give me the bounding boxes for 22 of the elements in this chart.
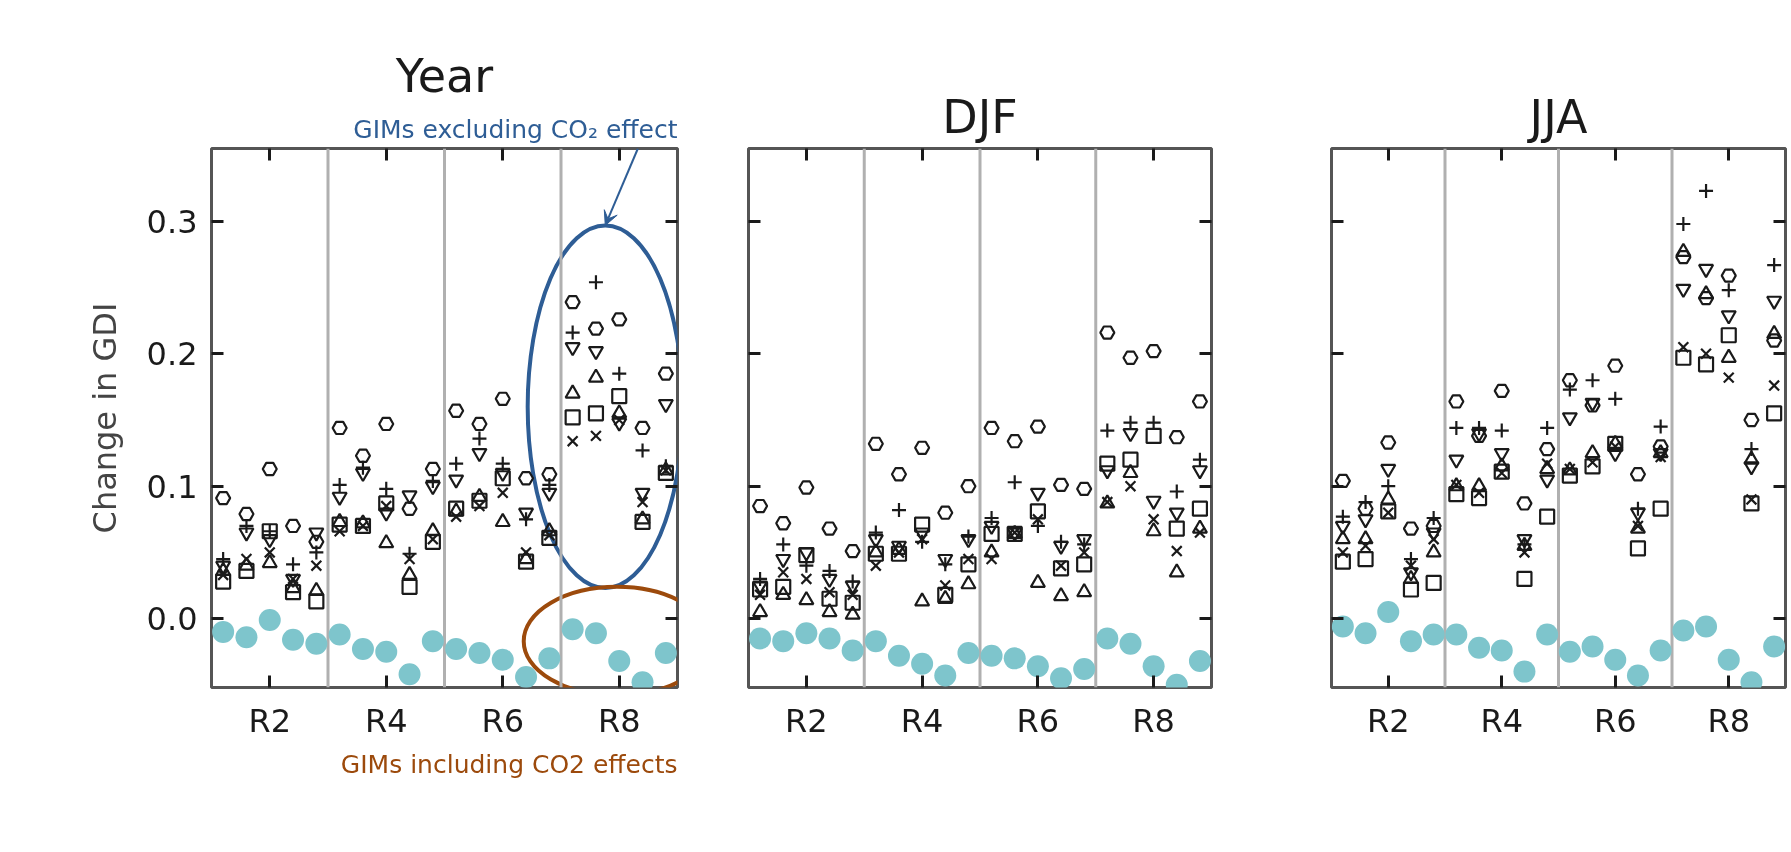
x-tick-label: R4 bbox=[900, 701, 944, 740]
x-tick-label: R2 bbox=[785, 701, 828, 740]
x-tick-label: R8 bbox=[597, 701, 641, 740]
chart-title: Year bbox=[394, 48, 494, 103]
text: GIMs including CO2 effects bbox=[340, 749, 678, 779]
x-tick-label: R4 bbox=[1480, 701, 1524, 740]
x-tick-label: R6 bbox=[1593, 701, 1637, 740]
x-tick-label: R2 bbox=[1366, 701, 1410, 740]
x-tick-label: R6 bbox=[481, 701, 525, 740]
x-tick-label: R6 bbox=[1016, 701, 1060, 740]
x-tick-label: R8 bbox=[1132, 701, 1175, 740]
chart-title: DJF bbox=[942, 89, 1018, 144]
x-tick-label: R2 bbox=[248, 701, 292, 740]
y-tick-label: 0.2 bbox=[146, 335, 198, 374]
x-tick-label: R4 bbox=[364, 701, 408, 740]
chart-title: JJA bbox=[1526, 89, 1588, 144]
y-tick-label: 0.0 bbox=[146, 600, 198, 639]
y-tick-label: 0.3 bbox=[146, 202, 198, 241]
y-tick-label: 0.1 bbox=[146, 467, 198, 506]
x-tick-label: R8 bbox=[1707, 701, 1751, 740]
text: GIMs excluding CO₂ effect bbox=[353, 114, 678, 144]
y-axis-title: Change in GDI bbox=[85, 302, 124, 534]
